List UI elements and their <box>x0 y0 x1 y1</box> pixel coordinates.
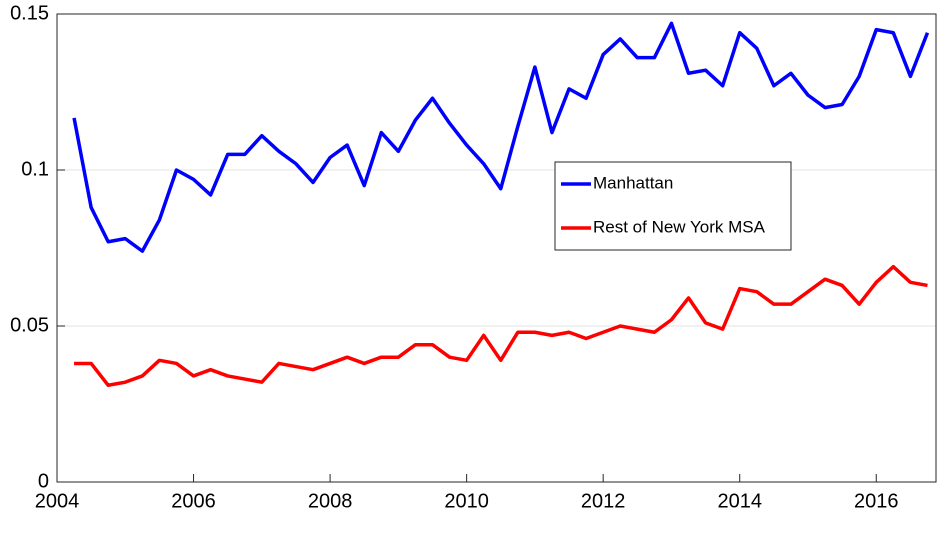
x-tick-label: 2006 <box>171 490 216 512</box>
x-tick-label: 2012 <box>581 490 626 512</box>
y-tick-label: 0.15 <box>10 2 49 24</box>
y-tick-label: 0 <box>38 470 49 492</box>
x-tick-label: 2010 <box>444 490 489 512</box>
legend: Manhattan Rest of New York MSA <box>554 161 792 251</box>
legend-label: Manhattan <box>593 173 673 192</box>
y-tick-label: 0.05 <box>10 314 49 336</box>
x-tick-label: 2008 <box>308 490 353 512</box>
legend-box <box>554 161 792 251</box>
x-tick-label: 2004 <box>35 490 80 512</box>
series-line <box>74 264 928 388</box>
plot-frame <box>56 13 937 483</box>
series-line <box>72 21 930 253</box>
x-tick-label: 2014 <box>717 490 762 512</box>
y-tick-label: 0.1 <box>21 158 49 180</box>
legend-label: Rest of New York MSA <box>593 217 766 236</box>
x-tick-label: 2016 <box>854 490 899 512</box>
